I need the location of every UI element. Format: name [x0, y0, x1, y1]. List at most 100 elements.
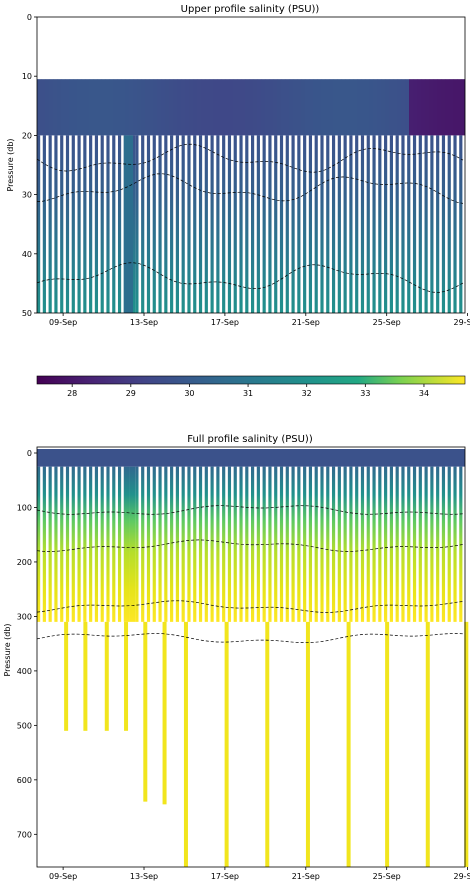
upper-surface-cell — [41, 79, 46, 136]
upper-x-tick-label: 29-Sep — [454, 318, 470, 327]
upper-profile-bar — [337, 135, 341, 313]
upper-surface-cell — [217, 79, 222, 136]
upper-profile-bar — [274, 135, 278, 313]
upper-profile-bar — [112, 135, 116, 313]
upper-surface-cell — [101, 79, 106, 136]
upper-surface-cell — [365, 79, 370, 136]
upper-surface-cell — [397, 79, 402, 136]
upper-surface-cell — [197, 79, 202, 136]
upper-surface-cell — [205, 79, 210, 136]
upper-profile-bar — [453, 135, 457, 313]
full-profile-bar — [459, 466, 463, 622]
upper-profile-bar — [297, 135, 301, 313]
upper-profile-bar — [164, 135, 168, 313]
full-profile-bar — [135, 466, 139, 622]
full-profile-bar — [453, 466, 457, 622]
full-deep-cast — [346, 621, 351, 867]
full-y-tick-label: 500 — [17, 721, 32, 730]
upper-surface-cell — [233, 79, 238, 136]
upper-profile-bar — [355, 135, 359, 313]
full-profile-bar — [314, 466, 318, 622]
upper-profile-bar — [37, 135, 41, 313]
upper-profile-bar — [378, 135, 382, 313]
upper-contour-line — [36, 173, 464, 204]
full-profile-bar — [297, 466, 301, 622]
upper-surface-cell — [209, 79, 214, 136]
upper-surface-cell — [385, 79, 390, 136]
full-profile-bar — [360, 466, 365, 622]
full-profile-bar — [407, 466, 411, 622]
upper-profile-bar — [152, 135, 156, 313]
upper-profile-bar — [326, 135, 330, 313]
upper-profile-bar — [42, 135, 46, 313]
upper-profile-bar — [303, 135, 307, 313]
full-deep-cast — [385, 621, 390, 867]
full-profile-bar — [123, 466, 130, 622]
upper-profile-bar — [71, 135, 75, 313]
upper-contour-line — [36, 262, 464, 293]
upper-profile-bar — [395, 135, 399, 313]
full-profile-bar — [424, 466, 428, 622]
full-deep-cast — [464, 621, 469, 867]
upper-surface-cell — [229, 79, 234, 136]
upper-surface-cell — [185, 79, 190, 136]
upper-y-tick-label: 20 — [22, 131, 32, 140]
full-deep-cast — [425, 621, 430, 867]
full-profile-bar — [285, 466, 289, 622]
full-deep-cast — [124, 621, 129, 731]
full-deep-cast — [83, 621, 88, 731]
full-profile-bar — [337, 466, 341, 622]
upper-surface-cell — [309, 79, 314, 136]
upper-surface-cell — [121, 79, 126, 136]
upper-profile-bar — [308, 135, 313, 313]
full-profile-bar — [366, 466, 370, 622]
upper-profile-bar — [94, 135, 99, 313]
upper-surface-cell — [225, 79, 230, 136]
full-surface-band — [37, 449, 465, 467]
full-y-tick-label: 300 — [17, 612, 32, 621]
upper-surface-cell — [133, 79, 138, 136]
upper-surface-cell — [97, 79, 102, 136]
full-profile-bar — [430, 466, 434, 622]
upper-surface-cell — [77, 79, 82, 136]
upper-surface-cell — [169, 79, 174, 136]
upper-x-axis: 09-Sep 13-Sep 17-Sep 21-Sep 25-Sep 29-Sep — [49, 313, 470, 327]
full-deep-cast — [183, 621, 188, 867]
upper-surface-cell — [89, 79, 94, 136]
upper-surface-cell — [265, 79, 270, 136]
upper-profile-bar — [279, 135, 284, 313]
upper-profile-bar — [291, 135, 295, 313]
full-profile-bar — [198, 466, 203, 622]
upper-surface-cell — [245, 79, 250, 136]
upper-surface-cell — [337, 79, 342, 136]
upper-profile-bar — [372, 135, 376, 313]
upper-surface-cell — [149, 79, 154, 136]
full-profile-bar — [158, 466, 162, 622]
full-profile-bar — [37, 466, 41, 622]
upper-profile-bar — [123, 135, 134, 313]
upper-surface-cell — [49, 79, 54, 136]
upper-profile-bar — [210, 135, 214, 313]
upper-profile-bar — [187, 135, 191, 313]
upper-profile-bar — [216, 135, 220, 313]
full-deep-cast — [64, 621, 69, 731]
full-y-tick-label: 200 — [17, 558, 32, 567]
full-profile-bar — [117, 466, 122, 622]
full-profile-bar — [349, 466, 353, 622]
upper-surface-cell — [393, 79, 398, 136]
upper-surface-cell — [425, 79, 430, 136]
upper-profile-bar — [418, 135, 422, 313]
upper-surface-cell — [69, 79, 74, 136]
full-profile-bar — [331, 466, 336, 622]
upper-surface-cell — [249, 79, 254, 136]
upper-profile-bar — [245, 135, 249, 313]
full-profile-bar — [146, 466, 151, 622]
upper-surface-cell — [177, 79, 182, 136]
upper-surface-cell — [353, 79, 358, 136]
full-x-tick-label: 25-Sep — [373, 872, 401, 881]
upper-surface-cell — [457, 79, 462, 136]
upper-profile-bar — [89, 135, 93, 313]
full-profile-bar — [343, 466, 347, 622]
upper-plot-area — [36, 79, 466, 313]
full-axes-frame — [36, 446, 466, 868]
